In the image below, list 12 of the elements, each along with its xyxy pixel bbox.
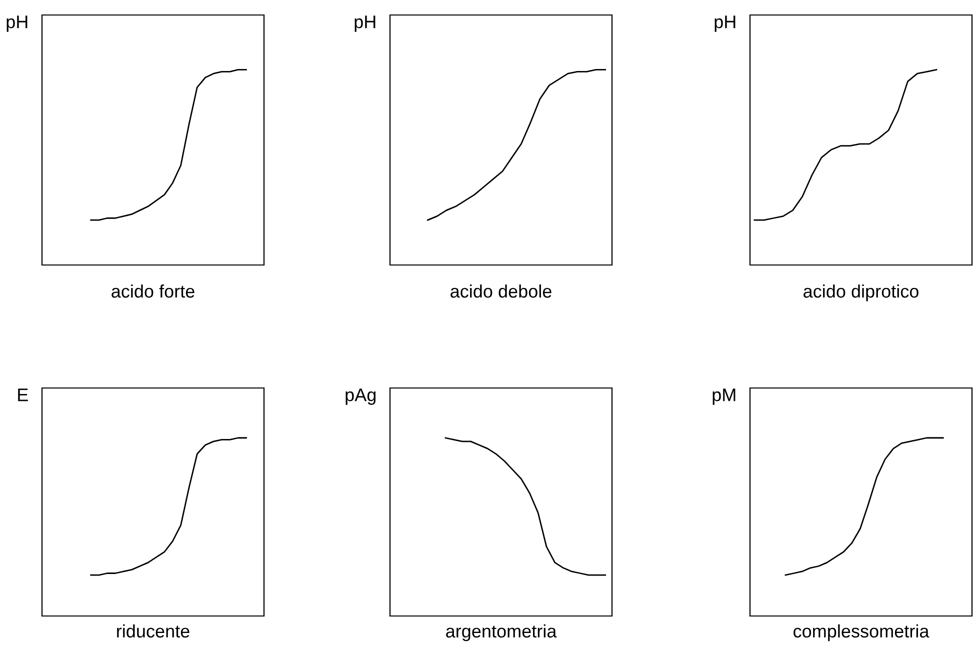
y-axis-title: pH: [714, 16, 736, 32]
y-axis-title: pM: [712, 388, 736, 405]
y-axis-title: pH: [354, 16, 376, 32]
y-axis-title: pH: [6, 16, 28, 32]
x-axis-title: argentometria: [446, 624, 557, 642]
y-axis-title: pAg: [346, 388, 376, 405]
x-axis-title: acido debole: [450, 284, 552, 298]
x-axis-title: acido diprotico: [804, 284, 918, 302]
x-axis-title: riducente: [117, 624, 190, 638]
x-axis-title: acido forte: [112, 284, 194, 298]
x-axis-title: complessometria: [794, 624, 930, 642]
y-axis-title: E: [18, 388, 28, 402]
